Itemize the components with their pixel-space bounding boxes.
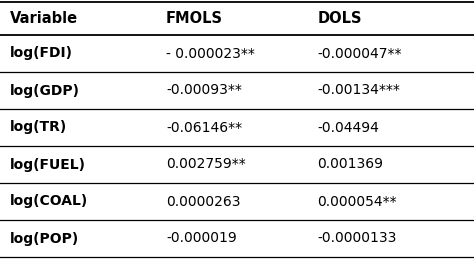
Text: -0.00093**: -0.00093** xyxy=(166,84,242,98)
Text: 0.001369: 0.001369 xyxy=(318,158,383,172)
Text: - 0.000023**: - 0.000023** xyxy=(166,46,255,60)
Text: FMOLS: FMOLS xyxy=(166,11,223,26)
Text: -0.04494: -0.04494 xyxy=(318,120,380,134)
Text: -0.06146**: -0.06146** xyxy=(166,120,242,134)
Text: Variable: Variable xyxy=(9,11,78,26)
Text: log(GDP): log(GDP) xyxy=(9,84,80,98)
Text: -0.00134***: -0.00134*** xyxy=(318,84,401,98)
Text: log(FDI): log(FDI) xyxy=(9,46,73,60)
Text: -0.000019: -0.000019 xyxy=(166,232,237,246)
Text: log(TR): log(TR) xyxy=(9,120,67,134)
Text: 0.002759**: 0.002759** xyxy=(166,158,246,172)
Text: 0.0000263: 0.0000263 xyxy=(166,194,240,208)
Text: DOLS: DOLS xyxy=(318,11,362,26)
Text: -0.0000133: -0.0000133 xyxy=(318,232,397,246)
Text: 0.000054**: 0.000054** xyxy=(318,194,397,208)
Text: log(COAL): log(COAL) xyxy=(9,194,88,208)
Text: log(FUEL): log(FUEL) xyxy=(9,158,85,172)
Text: -0.000047**: -0.000047** xyxy=(318,46,402,60)
Text: log(POP): log(POP) xyxy=(9,232,79,246)
